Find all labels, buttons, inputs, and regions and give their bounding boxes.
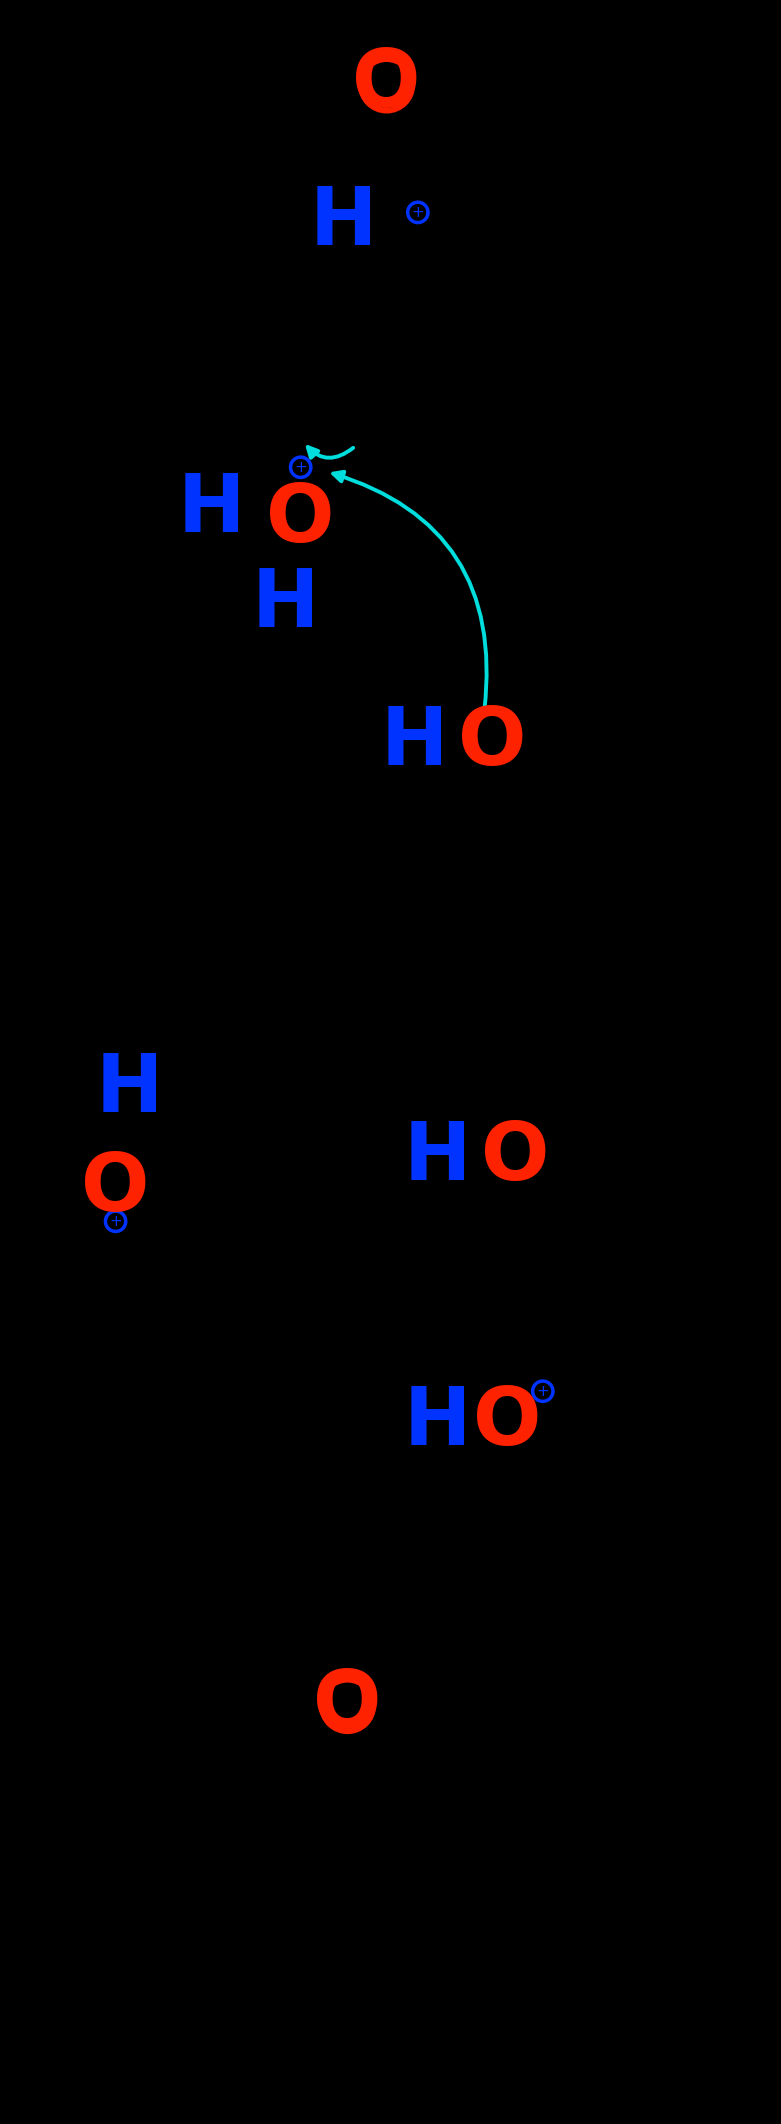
Text: O: O xyxy=(473,1385,542,1461)
Text: O: O xyxy=(81,1151,150,1228)
Text: H: H xyxy=(380,705,448,782)
Text: H: H xyxy=(251,567,319,644)
Text: O: O xyxy=(458,705,526,782)
Text: H: H xyxy=(95,1051,162,1128)
Text: O: O xyxy=(313,1667,382,1744)
Text: +: + xyxy=(412,204,424,221)
Text: H: H xyxy=(177,472,244,548)
Text: O: O xyxy=(352,47,421,123)
Text: H: H xyxy=(404,1385,471,1461)
Text: +: + xyxy=(109,1213,122,1230)
Text: O: O xyxy=(481,1119,550,1196)
Text: +: + xyxy=(294,459,307,476)
FancyArrowPatch shape xyxy=(333,472,487,709)
Text: O: O xyxy=(266,482,335,559)
Text: H: H xyxy=(310,185,377,261)
Text: +: + xyxy=(537,1383,549,1400)
FancyArrowPatch shape xyxy=(308,446,353,459)
Text: H: H xyxy=(404,1119,471,1196)
